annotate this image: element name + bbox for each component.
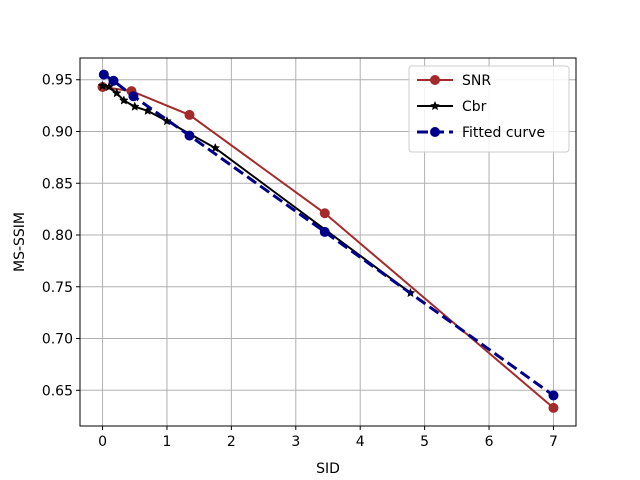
y-tick-label: 0.80 — [42, 228, 73, 244]
legend-cbr-label: Cbr — [462, 99, 487, 115]
legend-snr-label: SNR — [462, 73, 491, 89]
x-tick-label: 1 — [163, 434, 172, 450]
fitted-curve-point — [128, 91, 139, 102]
x-tick-label: 6 — [485, 434, 494, 450]
legend-snr-marker — [430, 75, 440, 85]
cbr-point — [210, 142, 221, 153]
x-tick-label: 7 — [549, 434, 558, 450]
snr-point — [184, 109, 195, 120]
x-tick-label: 3 — [291, 434, 300, 450]
y-tick-label: 0.90 — [42, 124, 73, 140]
x-tick-label: 4 — [356, 434, 365, 450]
legend: SNR Cbr Fitted curve — [408, 65, 570, 153]
fitted-curve-point — [184, 130, 195, 141]
fitted-curve-point — [108, 75, 119, 86]
ticks: 0 1 2 3 4 5 6 7 0.65 0.70 0.75 0.80 0.85 0.90 0.95 — [42, 73, 558, 450]
plot-frame — [79, 57, 577, 427]
cbr-point — [111, 88, 122, 98]
y-tick-label: 0.95 — [42, 73, 73, 89]
snr-point — [319, 208, 330, 219]
x-tick-label: 2 — [227, 434, 236, 450]
x-tick-label: 0 — [98, 434, 107, 450]
fitted-curve-point — [98, 69, 109, 80]
fitted-curve-point — [319, 226, 330, 237]
snr-point — [548, 402, 559, 413]
y-axis-label: MS-SSIM — [12, 212, 28, 272]
series-layer — [97, 69, 559, 413]
legend-cbr-marker — [430, 100, 440, 111]
x-axis-label: SID — [316, 461, 340, 477]
x-tick-label: 5 — [420, 434, 429, 450]
y-tick-label: 0.65 — [42, 383, 73, 399]
legend-fitted-curve-label: Fitted curve — [462, 125, 545, 141]
cbr-point — [118, 95, 129, 105]
y-tick-label: 0.75 — [42, 280, 73, 296]
y-tick-label: 0.85 — [42, 176, 73, 192]
legend-fitted-curve-marker — [430, 127, 440, 137]
fitted-curve-point — [548, 390, 559, 401]
cbr-point — [97, 80, 108, 91]
y-tick-label: 0.70 — [42, 332, 73, 348]
cbr-point — [129, 101, 140, 111]
